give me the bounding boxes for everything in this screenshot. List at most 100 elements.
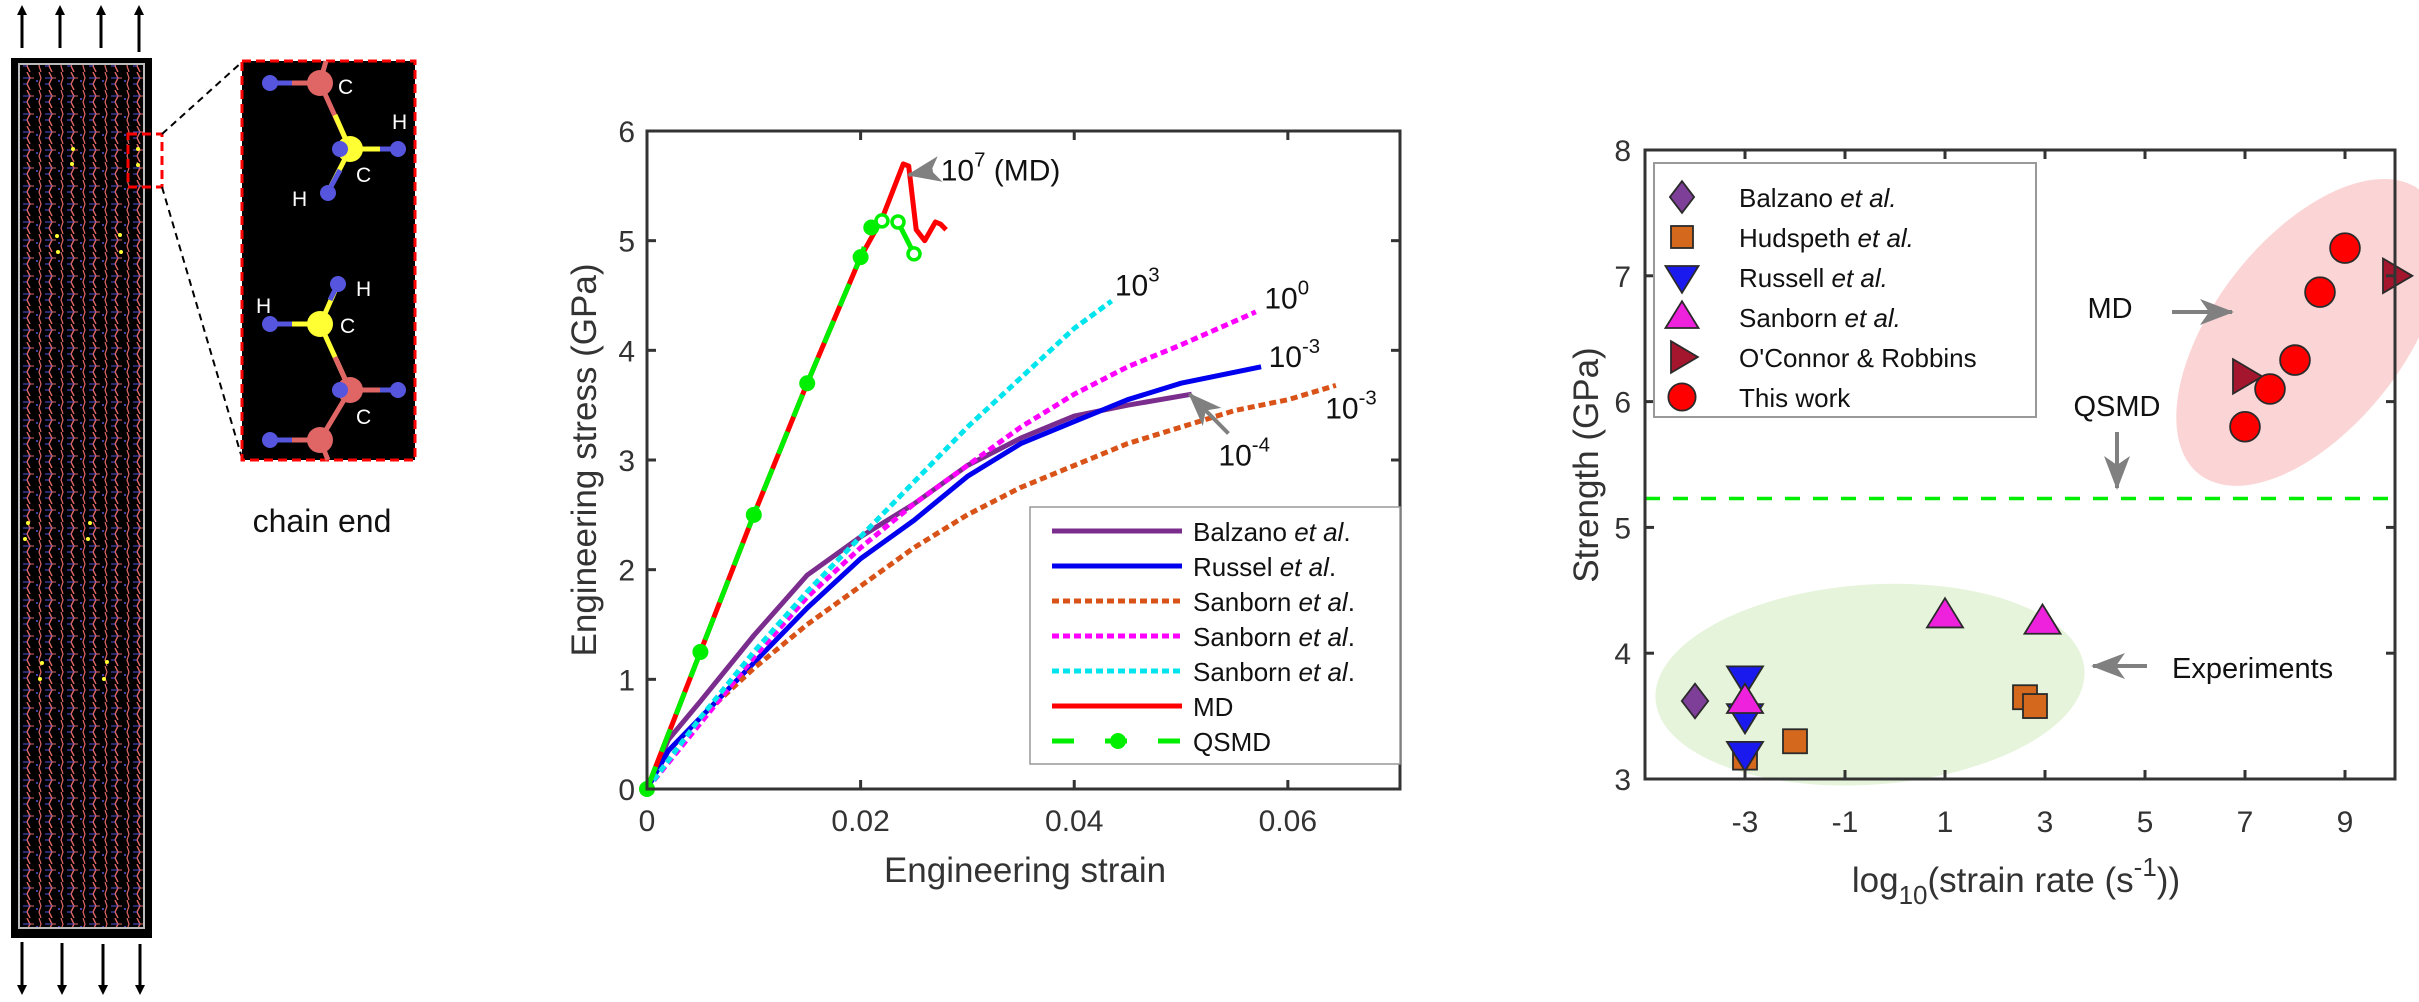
legend-label: Balzano et al. — [1193, 517, 1351, 547]
rate-label-4-base: 10 — [1325, 392, 1358, 425]
legend-label-main: Sanborn — [1193, 622, 1299, 652]
series-line-sanborn-et-al--2 — [644, 383, 1337, 791]
legend-label-main: Sanborn — [1193, 587, 1299, 617]
y-tick-label: 8 — [1614, 135, 1631, 168]
legend-label-italic: et al — [1280, 552, 1330, 582]
point-circle — [2254, 373, 2286, 405]
x-label-subscript: 10 — [1899, 880, 1928, 910]
atom-label: C — [356, 164, 371, 187]
x-tick-label: 0 — [639, 805, 656, 838]
point-diamond — [1680, 682, 1710, 720]
plot-frame — [1643, 148, 2397, 781]
qsmd-marker — [692, 643, 709, 660]
series-lines — [639, 161, 1337, 797]
atom-labels: C H C H H H C C — [256, 76, 407, 429]
qsmd-marker — [852, 249, 869, 266]
legend-label: Russel et al. — [1193, 552, 1336, 582]
y-axis-label: Engineering stress (GPa) — [565, 264, 604, 657]
tension-arrows-bottom — [17, 942, 145, 995]
inset-frame — [240, 59, 417, 462]
x-label-log: log — [1852, 861, 1899, 900]
zoom-connector-line — [161, 61, 243, 135]
y-tick-label: 3 — [1614, 764, 1631, 797]
atom-label: C — [340, 315, 355, 338]
experiments-label: Experiments — [2172, 653, 2333, 685]
legend-label-italic: et al — [1299, 657, 1349, 687]
y-tick-label: 4 — [1614, 638, 1631, 671]
legend-label-italic: et al — [1299, 622, 1349, 652]
rate-label-0: 107 (MD) — [941, 149, 1061, 187]
legend-box — [1653, 162, 2037, 418]
legend-marker-triangle-down — [1663, 265, 1701, 295]
point-circle — [2279, 344, 2311, 376]
point-circle — [2304, 276, 2336, 308]
legend-label-main: Balzano — [1739, 183, 1840, 213]
legend-label-main: QSMD — [1193, 727, 1271, 757]
legend-label-italic: et al — [1299, 587, 1349, 617]
legend-label-main: Hudspeth — [1739, 223, 1858, 253]
legend-label: QSMD — [1193, 727, 1271, 757]
experiments-region-ellipse — [1655, 583, 2085, 786]
chain-end-inset: C H C H H H C C chain end — [240, 59, 417, 539]
legend-label-end: . — [1348, 657, 1355, 687]
atom-label: C — [356, 406, 371, 429]
series-line-balzano-et-al--0 — [644, 391, 1193, 790]
x-label-rest: (strain rate (s — [1928, 861, 2134, 900]
axes: 0 0.02 0.04 0.06 0 1 2 3 4 5 6 — [618, 116, 1402, 838]
atom-label: H — [256, 295, 271, 318]
x-tick-label: -3 — [1732, 806, 1759, 839]
zoom-highlight-box — [126, 132, 164, 189]
x-tick-label: 7 — [2237, 806, 2254, 839]
rate-label-2-base: 10 — [1264, 283, 1297, 316]
rate-label-4: 10-3 — [1325, 387, 1377, 425]
hydrogen-atom — [330, 276, 346, 292]
legend-label-end: . — [1348, 622, 1355, 652]
rate-label-4-exp: -3 — [1359, 387, 1377, 409]
legend-marker-circle — [1667, 382, 1697, 412]
x-axis-label: Engineering strain — [884, 851, 1166, 890]
molecule-top — [262, 60, 406, 201]
atom-label: H — [356, 278, 371, 301]
legend-label-main: Sanborn — [1193, 657, 1299, 687]
legend-label-italic: et al. — [1831, 263, 1887, 293]
rate-label-3-base: 10 — [1269, 341, 1302, 374]
rate-label-5-base: 10 — [1218, 439, 1251, 472]
y-axis-label: Strength (GPa) — [1567, 347, 1606, 582]
legend-label: Sanborn et al. — [1193, 657, 1355, 687]
legend-label-main: Russell — [1739, 263, 1831, 293]
annotation-arrow — [1188, 392, 1230, 435]
y-tick-label: 7 — [1614, 261, 1631, 294]
hydrogen-atom — [390, 141, 406, 157]
annotations: MD QSMD Experiments — [2074, 293, 2334, 685]
rate-label-5-exp: -4 — [1252, 434, 1270, 456]
legend-label-italic: et al. — [1858, 223, 1914, 253]
y-tick-label: 5 — [1614, 512, 1631, 545]
rate-label-1: 103 — [1115, 265, 1160, 303]
point-triangle-up — [2022, 602, 2063, 635]
rate-label-2-exp: 0 — [1298, 278, 1309, 300]
legend-label-main: This work — [1739, 383, 1851, 413]
md-region-ellipse — [2176, 178, 2419, 486]
point-triangle-right — [2382, 256, 2415, 295]
legend-label-main: O'Connor & Robbins — [1739, 343, 1977, 373]
y-tick-label: 1 — [618, 664, 635, 697]
legend-label: Hudspeth et al. — [1739, 223, 1914, 253]
x-label-superscript: -1 — [2134, 852, 2157, 882]
rate-label-0-suffix: (MD) — [985, 154, 1060, 187]
series-line-sanborn-et-al--3 — [645, 309, 1257, 791]
md-region-label: MD — [2087, 293, 2132, 325]
chain-end-markers — [23, 147, 140, 681]
legend-label-main: Russel — [1193, 552, 1280, 582]
legend: Balzano et al.Russel et al.Sanborn et al… — [1029, 506, 1401, 765]
axes: -3 -1 1 3 5 7 9 3 4 5 6 7 8 — [1614, 135, 2397, 839]
legend-label: O'Connor & Robbins — [1739, 343, 1977, 373]
y-tick-label: 0 — [618, 774, 635, 807]
qsmd-marker — [906, 246, 922, 262]
legend-label-italic: et al. — [1845, 303, 1901, 333]
rate-label-3-exp: -3 — [1302, 336, 1320, 358]
legend-label-main: Sanborn — [1739, 303, 1845, 333]
legend-label-italic: et al. — [1840, 183, 1896, 213]
